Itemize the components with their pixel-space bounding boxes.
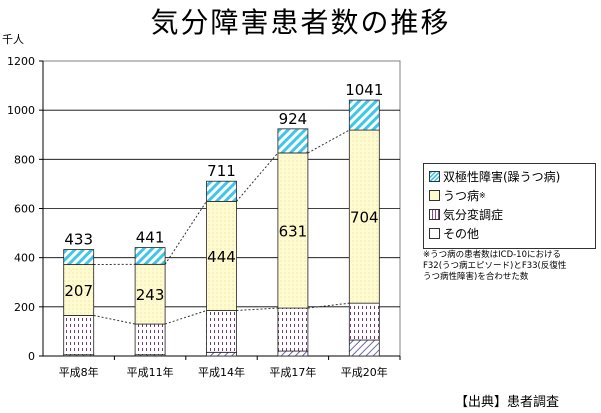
y-tick-label: 200 [14, 301, 35, 314]
x-tick-label: 平成20年 [341, 365, 388, 379]
bar-segment-depression [63, 264, 95, 316]
legend-item-bipolar: 双極性障害(躁うつ病) [429, 168, 560, 184]
data-label-depression: 444 [207, 248, 236, 266]
bar-segment-other [206, 351, 237, 357]
legend-item-other: その他 [429, 225, 479, 241]
legend-note-mark: ※ [479, 190, 486, 200]
legend-swatch-depression [429, 189, 440, 201]
bar-segment-bipolar [348, 99, 380, 131]
legend-label-bipolar: 双極性障害(躁うつ病) [443, 169, 561, 184]
legend-swatch-dysthymia [429, 208, 440, 220]
data-label-total: 711 [207, 162, 236, 180]
connector-line-dysthymia [164, 310, 207, 325]
legend: 双極性障害(躁うつ病) うつ病 ※ 気分変調症 その他 [423, 163, 596, 249]
legend-label-other: その他 [443, 226, 480, 241]
bar-segment-depression [134, 263, 166, 325]
data-label-depression: 243 [136, 286, 165, 304]
connector-line-depression [164, 201, 207, 265]
data-label-total: 924 [279, 110, 308, 128]
connector-line-dysthymia [307, 302, 350, 309]
x-tick-label: 平成8年 [59, 365, 99, 379]
bar-segment-dysthymia [348, 302, 380, 341]
bar-segment-bipolar [206, 180, 237, 202]
y-tick-label: 600 [14, 203, 35, 216]
legend-swatch-other [429, 227, 440, 239]
y-tick-label: 800 [14, 153, 35, 166]
legend-swatch-bipolar [429, 170, 440, 182]
source-note: 【出典】患者調査 [455, 395, 560, 410]
bar-segment-depression [277, 152, 309, 309]
legend-label-depression: うつ病 [443, 188, 480, 203]
connector-line-dysthymia [93, 314, 136, 325]
bar-segment-dysthymia [277, 307, 309, 352]
y-tick-label: 400 [14, 252, 35, 265]
connector-line-depression [236, 152, 279, 202]
footnote-line-2: F32(うつ病エピソード)とF33(反復性 [423, 261, 567, 271]
data-label-depression: 207 [64, 282, 93, 300]
chart-title: 気分障害患者数の推移 [150, 6, 451, 39]
x-tick-label: 平成11年 [127, 365, 174, 379]
bar-segment-dysthymia [63, 315, 95, 356]
data-label-total: 1041 [345, 81, 383, 99]
data-label-depression: 704 [350, 209, 379, 227]
bar-segment-bipolar [277, 128, 309, 154]
bar-segment-other [277, 350, 309, 357]
footnote-line-3: うつ病性障害)を合わせた数 [423, 272, 529, 282]
bar-segment-dysthymia [134, 323, 166, 356]
y-tick-label: 0 [28, 350, 35, 363]
connector-line-dysthymia [236, 307, 278, 312]
x-tick-label: 平成17年 [269, 365, 316, 379]
bar-segment-other [348, 339, 380, 357]
footnote: ※うつ病の患者数はICD-10における F32(うつ病エピソード)とF33(反復… [423, 250, 598, 283]
legend-item-dysthymia: 気分変調症 [429, 206, 503, 222]
data-label-total: 441 [136, 229, 165, 247]
bar-segment-depression [206, 200, 237, 311]
bar-segment-depression [348, 129, 380, 304]
y-tick-label: 1000 [7, 104, 35, 117]
x-tick-label: 平成14年 [198, 365, 245, 379]
data-label-total: 433 [64, 231, 93, 249]
footnote-line-1: ※うつ病の患者数はICD-10における [423, 250, 561, 260]
bar-segment-dysthymia [206, 310, 237, 353]
legend-label-dysthymia: 気分変調症 [443, 207, 504, 222]
y-tick-label: 1200 [7, 55, 35, 68]
bar-segment-bipolar [63, 249, 95, 265]
y-axis-unit-label: 千人 [2, 33, 24, 46]
bar-segment-bipolar [134, 247, 166, 265]
data-label-depression: 631 [279, 223, 308, 241]
legend-item-depression: うつ病 ※ [429, 187, 486, 203]
